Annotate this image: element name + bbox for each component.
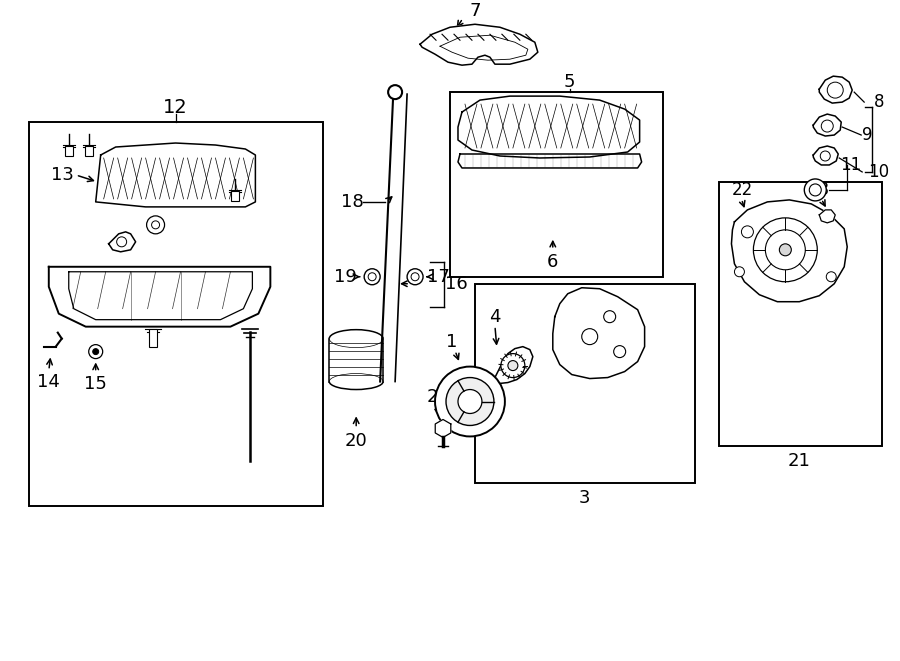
Text: 10: 10 bbox=[868, 163, 890, 181]
Circle shape bbox=[93, 348, 99, 354]
Circle shape bbox=[435, 367, 505, 436]
Text: 2: 2 bbox=[427, 387, 437, 405]
Text: 20: 20 bbox=[345, 432, 367, 450]
Polygon shape bbox=[95, 143, 256, 207]
Circle shape bbox=[411, 273, 419, 281]
Polygon shape bbox=[814, 114, 842, 136]
Bar bbox=[148, 329, 157, 346]
Text: 12: 12 bbox=[163, 98, 188, 116]
Circle shape bbox=[822, 120, 833, 132]
Circle shape bbox=[388, 85, 402, 99]
Polygon shape bbox=[436, 420, 451, 438]
Text: 14: 14 bbox=[38, 373, 60, 391]
Circle shape bbox=[827, 82, 843, 98]
Polygon shape bbox=[420, 24, 538, 65]
Circle shape bbox=[734, 267, 744, 277]
Circle shape bbox=[779, 244, 791, 256]
Circle shape bbox=[809, 184, 822, 196]
Circle shape bbox=[147, 216, 165, 234]
Circle shape bbox=[446, 377, 494, 426]
Text: 11: 11 bbox=[841, 156, 862, 174]
Circle shape bbox=[581, 329, 598, 344]
Circle shape bbox=[604, 311, 616, 323]
Circle shape bbox=[765, 230, 806, 270]
Text: 5: 5 bbox=[564, 73, 575, 91]
Text: 23: 23 bbox=[808, 181, 830, 199]
Circle shape bbox=[826, 272, 836, 282]
Polygon shape bbox=[458, 96, 640, 158]
Circle shape bbox=[501, 354, 525, 377]
Text: 6: 6 bbox=[547, 253, 559, 271]
Circle shape bbox=[614, 346, 626, 358]
Polygon shape bbox=[819, 210, 835, 223]
Polygon shape bbox=[49, 267, 270, 327]
Polygon shape bbox=[458, 154, 642, 168]
Circle shape bbox=[820, 151, 831, 161]
Circle shape bbox=[805, 179, 826, 201]
Circle shape bbox=[407, 269, 423, 285]
Circle shape bbox=[89, 344, 103, 359]
Text: 7: 7 bbox=[469, 2, 481, 20]
Circle shape bbox=[753, 218, 817, 282]
Text: 19: 19 bbox=[334, 268, 356, 286]
Text: 4: 4 bbox=[490, 307, 500, 326]
Bar bbox=[231, 191, 239, 201]
Circle shape bbox=[151, 221, 159, 229]
Polygon shape bbox=[732, 200, 847, 301]
Bar bbox=[450, 92, 662, 277]
Text: 13: 13 bbox=[51, 166, 74, 184]
Bar bbox=[475, 284, 695, 483]
Text: 16: 16 bbox=[445, 275, 467, 293]
Text: 17: 17 bbox=[427, 268, 449, 286]
Text: 21: 21 bbox=[788, 452, 811, 471]
Circle shape bbox=[508, 361, 518, 371]
Circle shape bbox=[742, 226, 753, 238]
Text: 9: 9 bbox=[862, 126, 872, 144]
Polygon shape bbox=[819, 76, 852, 103]
Bar bbox=[85, 146, 93, 156]
Text: 1: 1 bbox=[446, 332, 458, 350]
Polygon shape bbox=[109, 232, 136, 252]
Text: 15: 15 bbox=[85, 375, 107, 393]
Circle shape bbox=[458, 389, 482, 414]
Text: 3: 3 bbox=[579, 489, 590, 508]
Text: 18: 18 bbox=[341, 193, 364, 211]
Polygon shape bbox=[814, 146, 838, 165]
Bar bbox=[29, 122, 323, 506]
Bar bbox=[65, 146, 73, 156]
Circle shape bbox=[117, 237, 127, 247]
Polygon shape bbox=[492, 346, 533, 383]
Polygon shape bbox=[553, 288, 644, 379]
Text: 8: 8 bbox=[874, 93, 885, 111]
Bar bbox=[719, 182, 882, 446]
Text: 22: 22 bbox=[732, 181, 753, 199]
Circle shape bbox=[368, 273, 376, 281]
Circle shape bbox=[364, 269, 380, 285]
